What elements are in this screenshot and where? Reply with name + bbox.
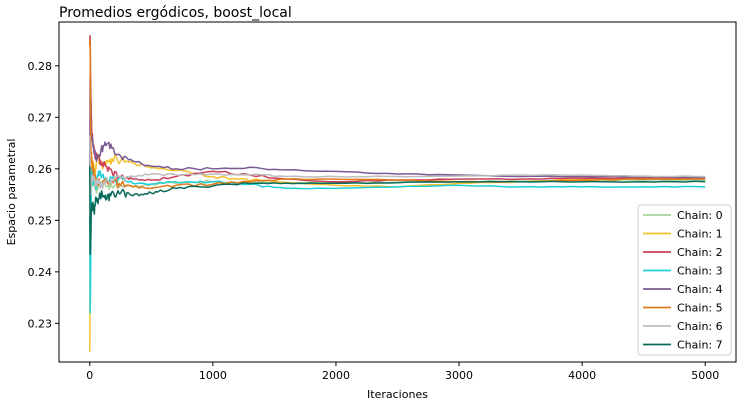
legend-label-chain-5: Chain: 5: [677, 302, 723, 315]
x-axis-label: Iteraciones: [367, 388, 428, 401]
legend-box: [637, 204, 732, 356]
x-tick-label: 4000: [568, 369, 596, 382]
legend-label-chain-4: Chain: 4: [677, 283, 723, 296]
plot-area: [59, 22, 736, 362]
legend-label-chain-3: Chain: 3: [677, 265, 723, 278]
series-line-chain-7: [89, 166, 706, 256]
plot-frame: [58, 21, 737, 363]
x-tick-label: 0: [86, 369, 93, 382]
ticks-layer: 0 1000 2000 3000 4000 5000 0.23 0.24 0.25 0.26 0.2…: [28, 60, 720, 382]
legend-label-chain-2: Chain: 2: [677, 246, 723, 259]
y-tick-label: 0.25: [28, 214, 53, 227]
x-tick-label: 2000: [322, 369, 350, 382]
legend-label-chain-1: Chain: 1: [677, 228, 723, 241]
y-tick-label: 0.23: [28, 317, 53, 330]
y-tick-label: 0.27: [28, 111, 53, 124]
y-tick-label: 0.24: [28, 266, 53, 279]
legend: Chain: 0 Chain: 1 Chain: 2 Chain: 3 Chain: 4…: [637, 204, 732, 356]
legend-label-chain-6: Chain: 6: [677, 320, 723, 333]
legend-label-chain-0: Chain: 0: [677, 209, 723, 222]
series-layer: [89, 35, 706, 352]
y-tick-label: 0.26: [28, 163, 53, 176]
chart-title: Promedios ergódicos, boost_local: [59, 5, 292, 21]
legend-label-chain-7: Chain: 7: [677, 339, 723, 352]
x-tick-label: 5000: [691, 369, 719, 382]
y-axis-label: Espacio parametral: [5, 139, 18, 246]
series-line-chain-6: [89, 135, 706, 196]
y-tick-label: 0.28: [28, 60, 53, 73]
x-tick-label: 1000: [199, 369, 227, 382]
x-tick-label: 3000: [445, 369, 473, 382]
